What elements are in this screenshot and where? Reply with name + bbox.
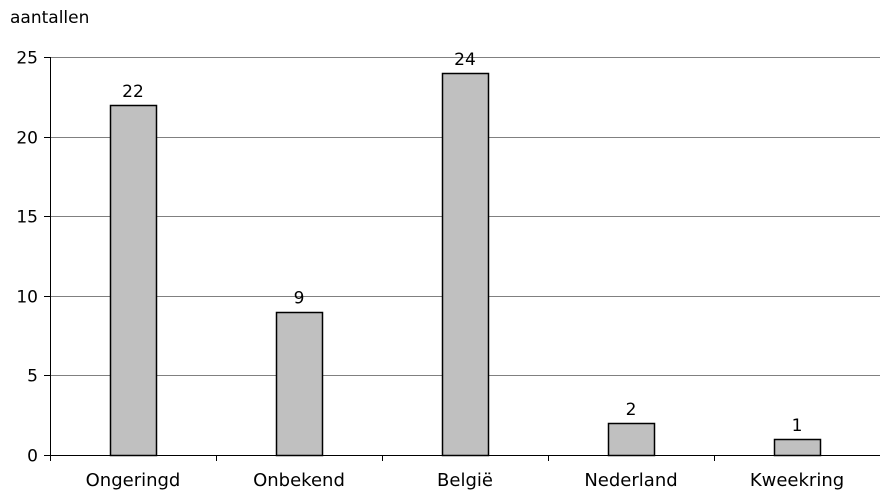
y-tick-label: 20 bbox=[16, 129, 38, 149]
bar-value-label: 1 bbox=[792, 416, 803, 436]
y-tick-label: 10 bbox=[16, 288, 38, 308]
bar bbox=[773, 438, 822, 457]
x-tick-label: Ongeringd bbox=[86, 470, 181, 491]
x-tick-label: Nederland bbox=[584, 470, 677, 491]
y-tick-label: 5 bbox=[27, 367, 38, 387]
y-axis-label: aantallen bbox=[10, 8, 90, 28]
bar-value-label: 2 bbox=[626, 400, 637, 420]
y-tick-label: 25 bbox=[16, 49, 38, 69]
bar-value-label: 22 bbox=[122, 82, 144, 102]
bar-value-label: 24 bbox=[454, 50, 476, 70]
x-tick-label: Onbekend bbox=[253, 470, 345, 491]
x-tick-label: België bbox=[437, 470, 493, 491]
bar bbox=[607, 422, 656, 457]
y-tick-label: 15 bbox=[16, 208, 38, 228]
bar-value-label: 9 bbox=[294, 289, 305, 309]
bar bbox=[441, 72, 490, 457]
x-tick-label: Kweekring bbox=[750, 470, 844, 491]
bar bbox=[109, 104, 158, 457]
y-tick-label: 0 bbox=[27, 447, 38, 467]
bar bbox=[275, 311, 324, 457]
